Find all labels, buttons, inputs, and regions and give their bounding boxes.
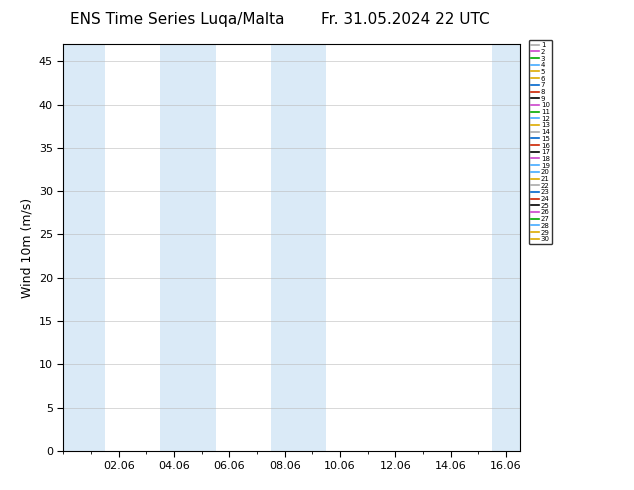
Bar — [492, 44, 520, 451]
Text: Fr. 31.05.2024 22 UTC: Fr. 31.05.2024 22 UTC — [321, 12, 490, 27]
Legend: 1, 2, 3, 4, 5, 6, 7, 8, 9, 10, 11, 12, 13, 14, 15, 16, 17, 18, 19, 20, 21, 22, 2: 1, 2, 3, 4, 5, 6, 7, 8, 9, 10, 11, 12, 1… — [529, 40, 552, 245]
Bar — [271, 44, 327, 451]
Bar — [160, 44, 216, 451]
Bar — [63, 44, 105, 451]
Y-axis label: Wind 10m (m/s): Wind 10m (m/s) — [20, 197, 34, 297]
Text: ENS Time Series Luqa/Malta: ENS Time Series Luqa/Malta — [70, 12, 285, 27]
